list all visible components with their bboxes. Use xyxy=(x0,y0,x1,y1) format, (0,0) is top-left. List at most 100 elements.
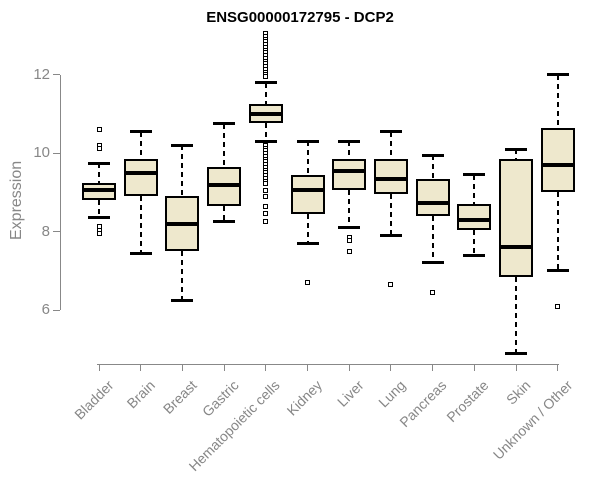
upper-whisker-skin xyxy=(515,149,517,160)
upper-whisker-hematopoietic-cells xyxy=(264,82,267,105)
upper-whisker-cap-hematopoietic-cells xyxy=(254,81,277,85)
y-axis-tick-label: 10 xyxy=(33,144,50,162)
lower-whisker-skin xyxy=(515,276,517,354)
y-axis-tick xyxy=(53,152,60,154)
upper-whisker-cap-bladder xyxy=(88,161,110,165)
upper-whisker-prostate xyxy=(473,174,476,205)
outlier-point-hematopoietic-cells xyxy=(263,74,269,80)
upper-whisker-gastric xyxy=(223,123,226,167)
upper-whisker-cap-gastric xyxy=(213,122,236,126)
median-lung xyxy=(373,176,408,181)
x-axis-tick xyxy=(181,364,183,371)
lower-whisker-cap-pancreas xyxy=(421,261,444,265)
upper-whisker-cap-lung xyxy=(379,130,402,134)
y-axis-tick xyxy=(53,74,60,76)
box-skin xyxy=(499,159,533,277)
outlier-point-hematopoietic-cells xyxy=(263,219,269,225)
x-axis-tick xyxy=(348,364,350,371)
box-kidney xyxy=(290,174,325,214)
lower-whisker-pancreas xyxy=(431,215,434,263)
upper-whisker-lung xyxy=(389,131,392,160)
chart-title: ENSG00000172795 - DCP2 xyxy=(206,9,394,26)
median-skin xyxy=(499,245,533,250)
x-axis-tick-label-prostate: Prostate xyxy=(443,377,492,426)
y-axis-tick-label: 8 xyxy=(41,222,50,240)
x-axis-tick xyxy=(515,364,517,371)
upper-whisker-cap-breast xyxy=(171,143,194,147)
lower-whisker-unknown-other xyxy=(556,192,559,271)
upper-whisker-cap-kidney xyxy=(296,139,319,143)
outlier-point-hematopoietic-cells xyxy=(263,181,269,187)
outlier-point-liver xyxy=(346,237,352,243)
lower-whisker-cap-skin xyxy=(505,351,527,355)
outlier-point-kidney xyxy=(305,280,310,286)
x-axis-tick xyxy=(223,364,225,371)
lower-whisker-bladder xyxy=(98,200,100,218)
x-axis-tick xyxy=(265,364,267,371)
outlier-point-lung xyxy=(388,282,394,288)
lower-whisker-cap-gastric xyxy=(213,220,236,224)
upper-whisker-kidney xyxy=(306,141,309,175)
x-axis-tick xyxy=(98,364,100,371)
y-axis-line xyxy=(60,74,61,310)
box-liver xyxy=(332,159,367,191)
median-hematopoietic-cells xyxy=(248,112,283,116)
lower-whisker-gastric xyxy=(223,206,226,222)
upper-whisker-cap-pancreas xyxy=(421,153,444,157)
x-axis-tick xyxy=(432,364,434,371)
x-axis-tick-label-kidney: Kidney xyxy=(283,377,325,419)
y-axis-tick xyxy=(53,309,60,311)
outlier-point-hematopoietic-cells xyxy=(263,187,269,193)
y-axis-tick xyxy=(53,231,60,233)
y-axis-tick-label: 6 xyxy=(41,301,50,318)
lower-whisker-cap-hematopoietic-cells xyxy=(254,139,277,143)
x-axis-tick-label-brain: Brain xyxy=(123,377,159,412)
median-prostate xyxy=(457,217,492,222)
x-axis-line xyxy=(97,364,559,365)
upper-whisker-unknown-other xyxy=(556,74,559,128)
lower-whisker-breast xyxy=(181,251,184,301)
x-axis-tick-label-skin: Skin xyxy=(502,377,534,408)
lower-whisker-prostate xyxy=(473,229,476,256)
x-axis-tick xyxy=(557,364,559,371)
median-unknown-other xyxy=(540,162,575,167)
upper-whisker-bladder xyxy=(98,163,100,183)
x-axis-tick xyxy=(140,364,142,371)
lower-whisker-cap-brain xyxy=(129,251,152,255)
median-breast xyxy=(165,221,200,226)
median-pancreas xyxy=(415,201,450,206)
x-axis-tick-label-bladder: Bladder xyxy=(70,377,117,423)
x-axis-tick-label-lung: Lung xyxy=(374,377,409,411)
median-brain xyxy=(123,170,158,175)
lower-whisker-cap-liver xyxy=(338,226,361,230)
lower-whisker-liver xyxy=(348,190,351,228)
outlier-point-unknown-other xyxy=(555,303,561,309)
outlier-point-bladder xyxy=(96,145,102,151)
outlier-point-bladder xyxy=(96,231,102,237)
lower-whisker-cap-breast xyxy=(171,298,194,302)
upper-whisker-cap-unknown-other xyxy=(546,73,569,77)
box-prostate xyxy=(457,204,492,230)
median-liver xyxy=(332,168,367,173)
lower-whisker-cap-kidney xyxy=(296,241,319,245)
lower-whisker-lung xyxy=(389,194,392,236)
upper-whisker-brain xyxy=(139,131,142,160)
x-axis-tick-label-liver: Liver xyxy=(333,377,367,410)
lower-whisker-cap-prostate xyxy=(463,253,486,257)
x-axis-tick xyxy=(307,364,308,371)
upper-whisker-cap-skin xyxy=(505,147,527,151)
median-gastric xyxy=(207,182,242,187)
outlier-point-hematopoietic-cells xyxy=(263,204,269,210)
median-bladder xyxy=(82,188,116,193)
x-axis-tick-label-unknown-other: Unknown / Other xyxy=(489,377,576,463)
outlier-point-hematopoietic-cells xyxy=(263,194,269,200)
outlier-point-bladder xyxy=(96,127,102,133)
x-axis-tick xyxy=(473,364,475,371)
x-axis-tick-label-breast: Breast xyxy=(159,377,200,417)
y-axis-tick-label: 12 xyxy=(33,65,50,83)
median-kidney xyxy=(290,188,325,193)
lower-whisker-cap-bladder xyxy=(88,216,110,220)
lower-whisker-brain xyxy=(139,196,142,254)
x-axis-tick xyxy=(390,364,392,371)
